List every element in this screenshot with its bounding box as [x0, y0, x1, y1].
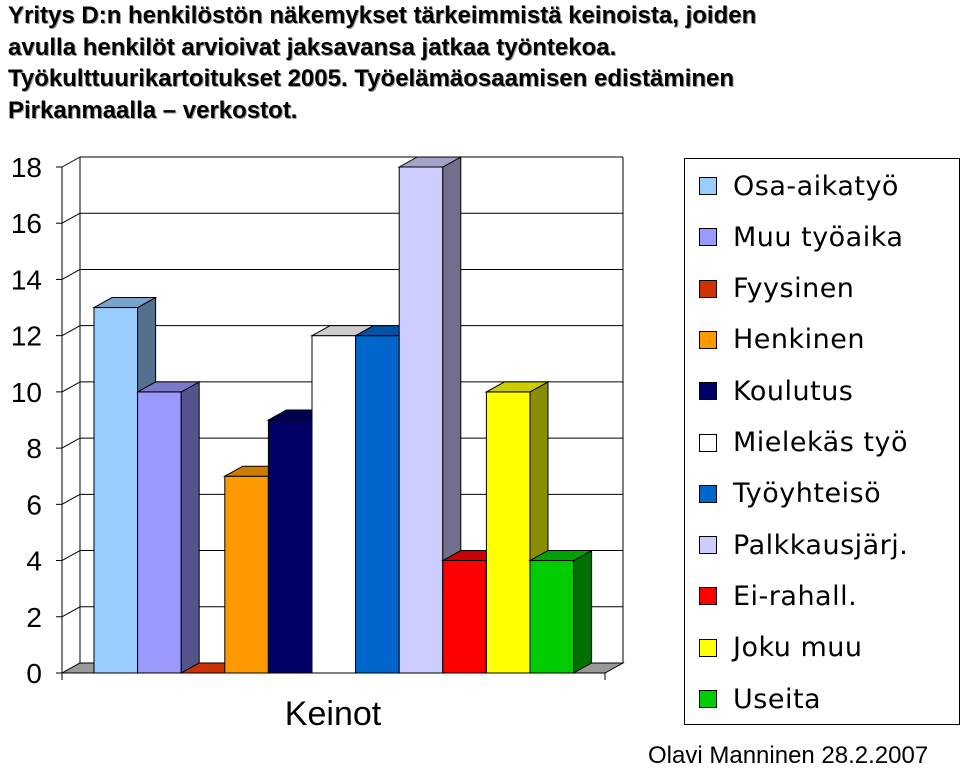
bar-front [311, 335, 357, 674]
chart-title-line: Yritys D:n henkilöstön näkemykset tärkei… [8, 2, 757, 29]
legend-label: Fyysinen [733, 273, 855, 305]
y-tick-label: 12 [11, 321, 42, 352]
legend-label: Ei-rahall. [733, 580, 858, 612]
bar-front [529, 560, 575, 674]
bar-front [267, 419, 313, 674]
legend-item: Koulutus [699, 371, 853, 411]
x-axis-label: Keinot [285, 695, 382, 733]
legend-swatch [699, 690, 717, 708]
bar-top [528, 550, 594, 562]
legend-label: Muu työaika [733, 221, 904, 253]
chart-title: Yritys D:n henkilöstön näkemykset tärkei… [8, 0, 953, 126]
gridline-side [61, 269, 81, 280]
y-tick-label: 2 [26, 602, 42, 633]
bar-front [93, 307, 139, 674]
bar-top [135, 381, 202, 393]
legend-label: Palkkausjärj. [733, 529, 909, 561]
bar-front [442, 560, 487, 674]
legend-label: Useita [733, 683, 822, 715]
legend-label: Henkinen [733, 324, 865, 356]
legend-label: Koulutus [733, 375, 854, 407]
bar [397, 156, 463, 674]
bar-side [180, 381, 200, 674]
bar-front [137, 391, 182, 674]
legend-label: Mielekäs työ [733, 427, 908, 458]
bar-top [484, 381, 550, 393]
y-tick-label: 8 [26, 433, 42, 464]
gridline-side [61, 381, 81, 393]
legend-item: Palkkausjärj. [699, 525, 908, 565]
legend-swatch [699, 177, 717, 195]
author-credit: Olavi Manninen 28.2.2007 [648, 742, 929, 769]
bar-front [398, 166, 444, 674]
legend-item: Osa-aikatyö [699, 166, 899, 206]
gridline-side [61, 156, 81, 168]
legend-swatch [699, 279, 717, 298]
legend-swatch [699, 228, 717, 247]
legend: Osa-aikatyö Muu työaika Fyysinen Henkinen Ko… [684, 158, 960, 725]
legend-label: Osa-aikatyö [733, 170, 899, 202]
chart-title-line: Työkulttuurikartoitukset 2005. Työelämäo… [8, 65, 735, 92]
y-tick-label: 0 [26, 658, 42, 689]
y-axis: 0 2 4 6 8 10 12 14 16 18 [11, 152, 606, 689]
bar [528, 549, 594, 674]
legend-swatch [699, 638, 717, 657]
y-tick-label: 10 [11, 377, 42, 408]
legend-swatch [699, 433, 717, 452]
bar-front [355, 335, 400, 674]
gridline-side [61, 493, 81, 505]
legend-label: Työyhteisö [733, 478, 882, 510]
y-tick-label: 6 [26, 489, 42, 520]
y-tick-label: 18 [11, 152, 42, 183]
chart-title-line: avulla henkilöt arvioivat jaksavansa jat… [8, 33, 617, 61]
legend-swatch [699, 484, 717, 503]
gridline-side [61, 212, 81, 224]
legend-swatch [699, 330, 717, 349]
legend-item: Työyhteisö [699, 474, 881, 514]
gridline-side [61, 437, 81, 449]
bar [135, 381, 202, 674]
legend-swatch [699, 536, 717, 555]
legend-item: Useita [699, 679, 821, 719]
legend-label: Joku muu [733, 632, 863, 664]
legend-swatch [699, 587, 717, 606]
legend-item: Muu työaika [699, 217, 903, 257]
gridline-side [61, 325, 81, 337]
bar-top [92, 297, 158, 309]
legend-item: Mielekäs työ [699, 423, 908, 463]
chart-title-line: Pirkanmaalla – verkostot. [8, 96, 298, 124]
bar-top [397, 156, 463, 168]
bar-front [224, 475, 269, 674]
gridline-side [61, 606, 81, 618]
bars [92, 156, 594, 674]
legend-item: Ei-rahall. [699, 576, 857, 616]
legend-item: Henkinen [699, 320, 865, 360]
y-tick-label: 4 [26, 546, 42, 577]
y-tick-label: 14 [11, 264, 42, 295]
bar-side [573, 549, 593, 674]
y-tick-label: 16 [11, 208, 42, 239]
bar-front [485, 391, 531, 674]
legend-swatch [699, 382, 717, 401]
legend-item: Joku muu [699, 628, 863, 668]
gridline-side [61, 550, 81, 561]
legend-item: Fyysinen [699, 269, 854, 309]
